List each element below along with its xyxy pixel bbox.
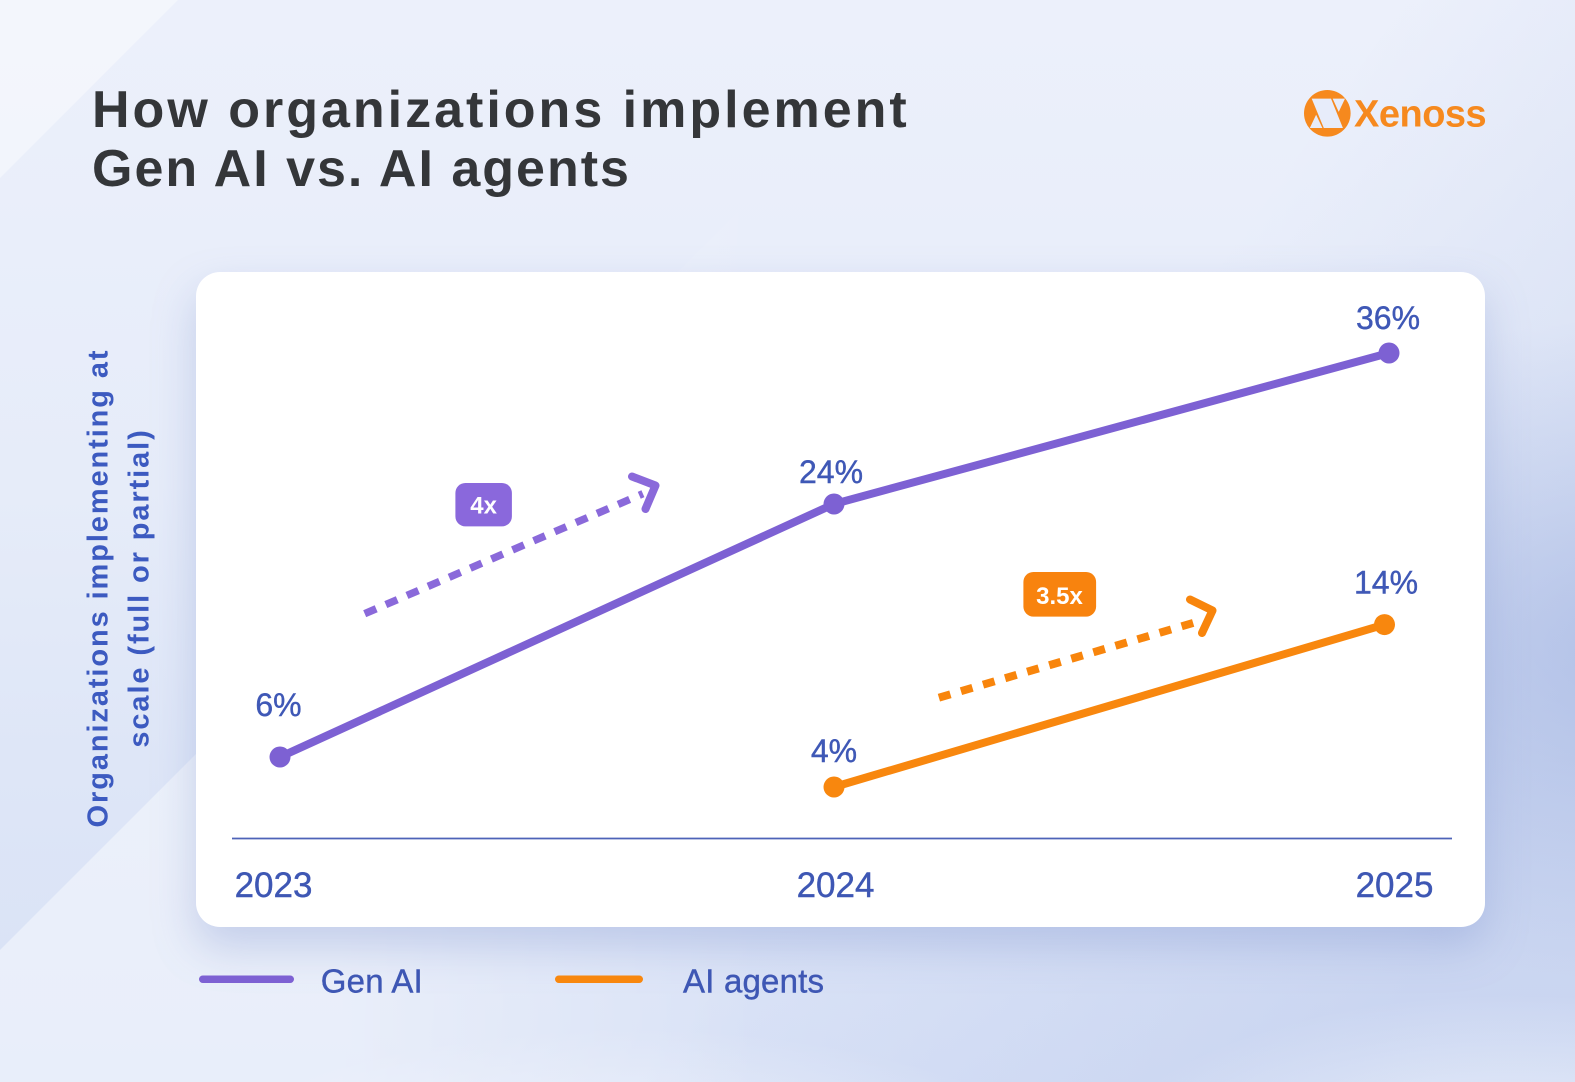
svg-text:2024: 2024: [797, 866, 875, 905]
svg-text:3.5x: 3.5x: [1036, 583, 1083, 610]
svg-text:Gen AI: Gen AI: [321, 963, 423, 1000]
svg-text:36%: 36%: [1356, 300, 1420, 336]
svg-text:AI agents: AI agents: [683, 963, 824, 1000]
svg-text:14%: 14%: [1354, 565, 1418, 601]
svg-text:24%: 24%: [799, 454, 863, 490]
svg-text:4%: 4%: [811, 733, 857, 769]
svg-text:Xenoss: Xenoss: [1354, 94, 1486, 136]
svg-text:2025: 2025: [1356, 866, 1434, 905]
svg-text:2023: 2023: [235, 866, 313, 905]
svg-text:6%: 6%: [255, 687, 301, 723]
svg-text:4x: 4x: [470, 493, 497, 520]
